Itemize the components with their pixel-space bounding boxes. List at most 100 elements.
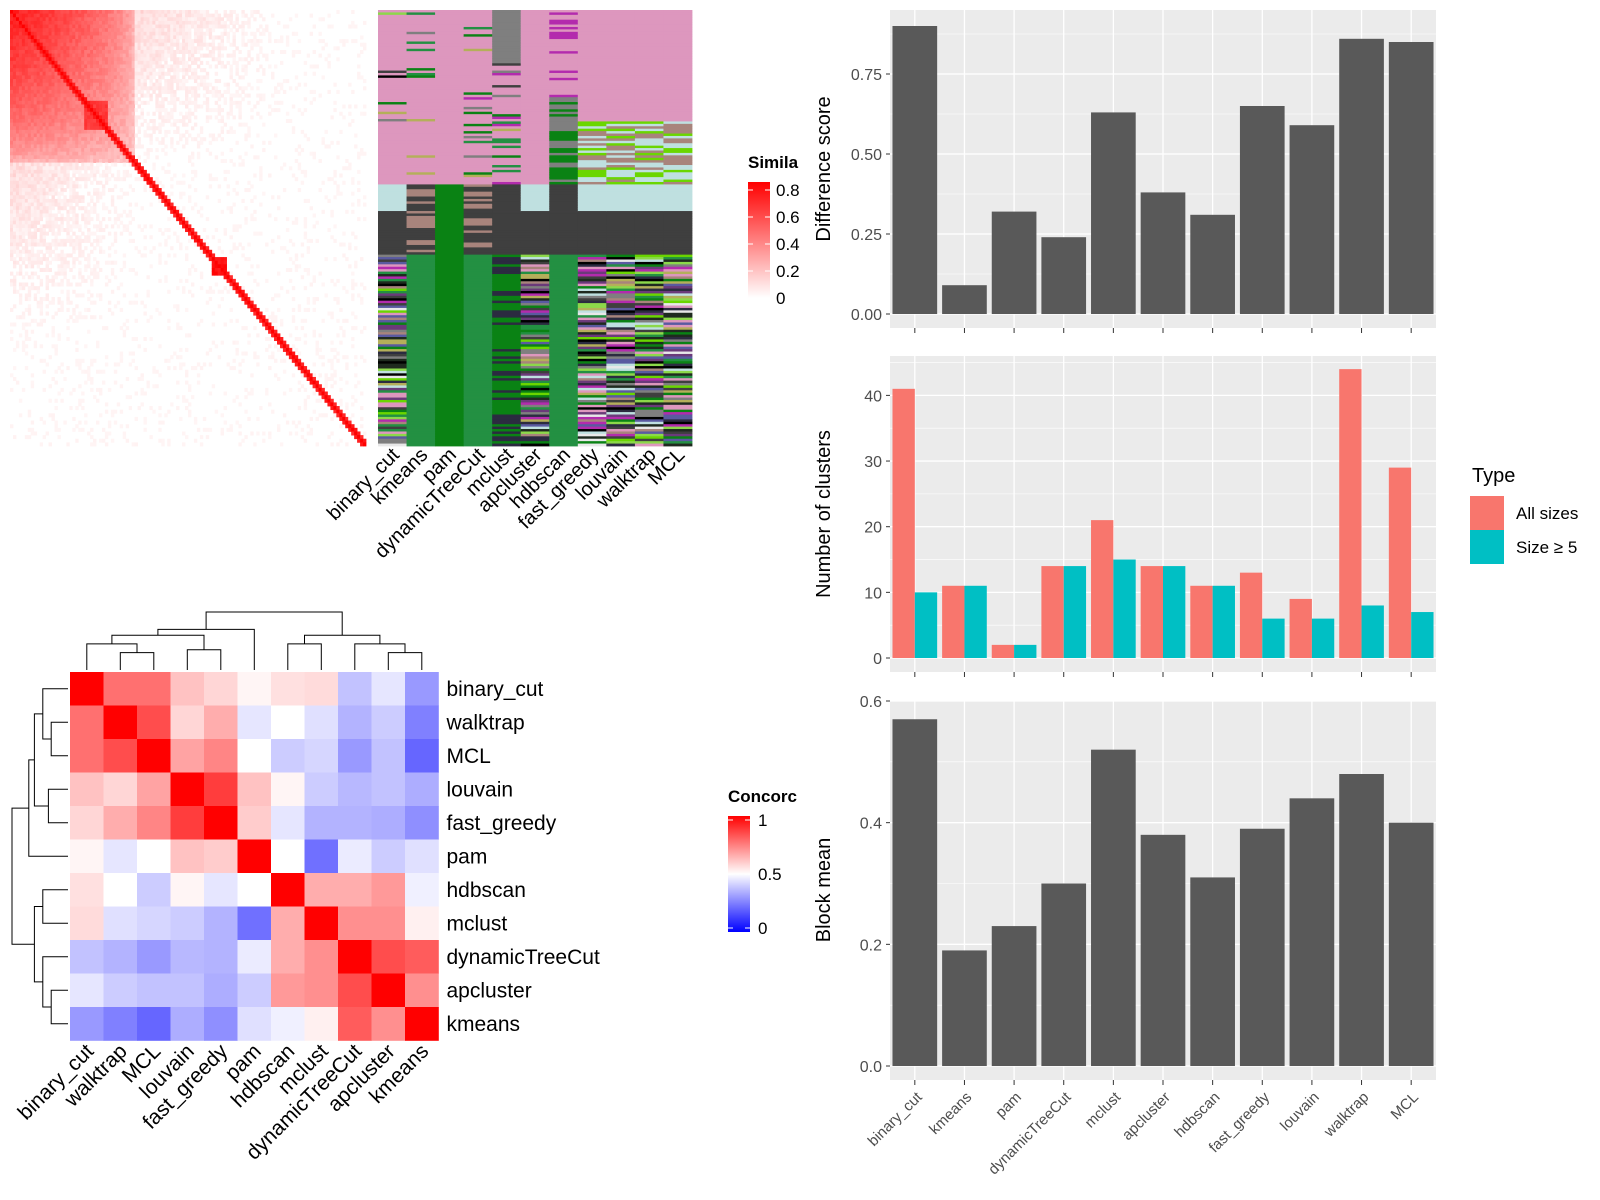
similarity-cell <box>208 20 213 25</box>
similarity-cell <box>60 264 64 269</box>
similarity-cell <box>48 57 52 62</box>
similarity-cell <box>196 209 201 214</box>
similarity-cell <box>99 413 103 418</box>
similarity-cell <box>351 24 355 29</box>
similarity-cell <box>18 195 23 200</box>
similarity-cell <box>101 126 106 131</box>
similarity-cell <box>324 384 328 389</box>
similarity-cell <box>66 224 70 229</box>
similarity-cell <box>229 286 233 291</box>
similarity-cell <box>348 122 352 127</box>
similarity-cell <box>12 17 17 22</box>
similarity-cell <box>134 300 138 305</box>
similarity-cell <box>193 20 198 25</box>
similarity-cell <box>30 275 35 280</box>
similarity-cell <box>282 391 287 396</box>
similarity-cell <box>182 286 186 291</box>
similarity-cell <box>15 126 20 131</box>
similarity-cell <box>143 188 147 193</box>
similarity-cell <box>10 162 14 167</box>
similarity-cell <box>214 271 219 276</box>
similarity-cell <box>75 126 79 131</box>
similarity-cell <box>143 13 147 18</box>
similarity-cell <box>51 28 55 33</box>
similarity-cell <box>321 318 325 323</box>
similarity-cell <box>10 71 14 76</box>
similarity-cell <box>190 46 195 51</box>
similarity-cell <box>42 151 46 156</box>
similarity-cell <box>101 71 106 76</box>
similarity-cell <box>161 420 165 425</box>
similarity-cell <box>45 151 49 156</box>
similarity-cell <box>15 315 20 320</box>
similarity-cell <box>96 275 100 280</box>
similarity-cell <box>81 369 85 374</box>
similarity-cell <box>199 238 204 243</box>
similarity-cell <box>33 180 38 185</box>
similarity-cell <box>336 140 340 145</box>
similarity-cell <box>21 64 26 69</box>
similarity-cell <box>48 86 52 91</box>
similarity-cell <box>18 398 23 403</box>
similarity-cell <box>96 133 100 138</box>
similarity-cell <box>161 24 165 29</box>
similarity-cell <box>72 115 76 120</box>
similarity-cell <box>152 184 156 189</box>
similarity-cell <box>15 195 20 200</box>
similarity-cell <box>69 71 73 76</box>
similarity-cell <box>363 20 367 25</box>
similarity-cell <box>202 20 207 25</box>
similarity-cell <box>288 257 293 262</box>
similarity-cell <box>104 100 109 105</box>
similarity-cell <box>161 137 165 142</box>
similarity-cell <box>66 253 70 258</box>
similarity-cell <box>158 86 162 91</box>
similarity-cell <box>279 322 284 327</box>
similarity-cell <box>72 53 76 58</box>
similarity-cell <box>30 115 35 120</box>
similarity-cell <box>244 151 248 156</box>
similarity-cell <box>235 282 239 287</box>
similarity-cell <box>30 249 35 254</box>
similarity-cell <box>214 409 219 414</box>
similarity-cell <box>128 395 133 400</box>
similarity-cell <box>128 28 133 33</box>
similarity-cell <box>211 271 216 276</box>
similarity-cell <box>30 173 35 178</box>
similarity-cell <box>214 115 219 120</box>
similarity-cell <box>185 10 189 15</box>
similarity-cell <box>164 24 168 29</box>
similarity-cell <box>42 191 46 196</box>
similarity-cell <box>51 191 55 196</box>
similarity-cell <box>75 46 79 51</box>
similarity-cell <box>84 75 88 80</box>
similarity-cell <box>90 162 94 167</box>
similarity-cell <box>140 31 144 36</box>
similarity-cell <box>303 235 308 240</box>
similarity-cell <box>39 282 44 287</box>
similarity-cell <box>36 75 41 80</box>
similarity-cell <box>107 20 112 25</box>
similarity-cell <box>45 57 49 62</box>
similarity-cell <box>93 64 97 69</box>
similarity-cell <box>93 13 97 18</box>
similarity-cell <box>48 300 52 305</box>
similarity-cell <box>84 235 88 240</box>
similarity-cell <box>229 271 233 276</box>
similarity-cell <box>18 166 23 171</box>
similarity-cell <box>363 42 367 47</box>
similarity-cell <box>15 53 20 58</box>
similarity-cell <box>27 151 32 156</box>
similarity-cell <box>250 198 254 203</box>
similarity-cell <box>119 424 124 429</box>
similarity-cell <box>72 24 76 29</box>
similarity-cell <box>134 53 138 58</box>
similarity-cell <box>113 115 118 120</box>
similarity-cell <box>140 57 144 62</box>
similarity-cell <box>21 129 26 134</box>
similarity-cell <box>42 177 46 182</box>
similarity-cell <box>170 35 174 40</box>
similarity-cell <box>327 53 331 58</box>
similarity-cell <box>15 137 20 142</box>
similarity-cell <box>63 86 67 91</box>
